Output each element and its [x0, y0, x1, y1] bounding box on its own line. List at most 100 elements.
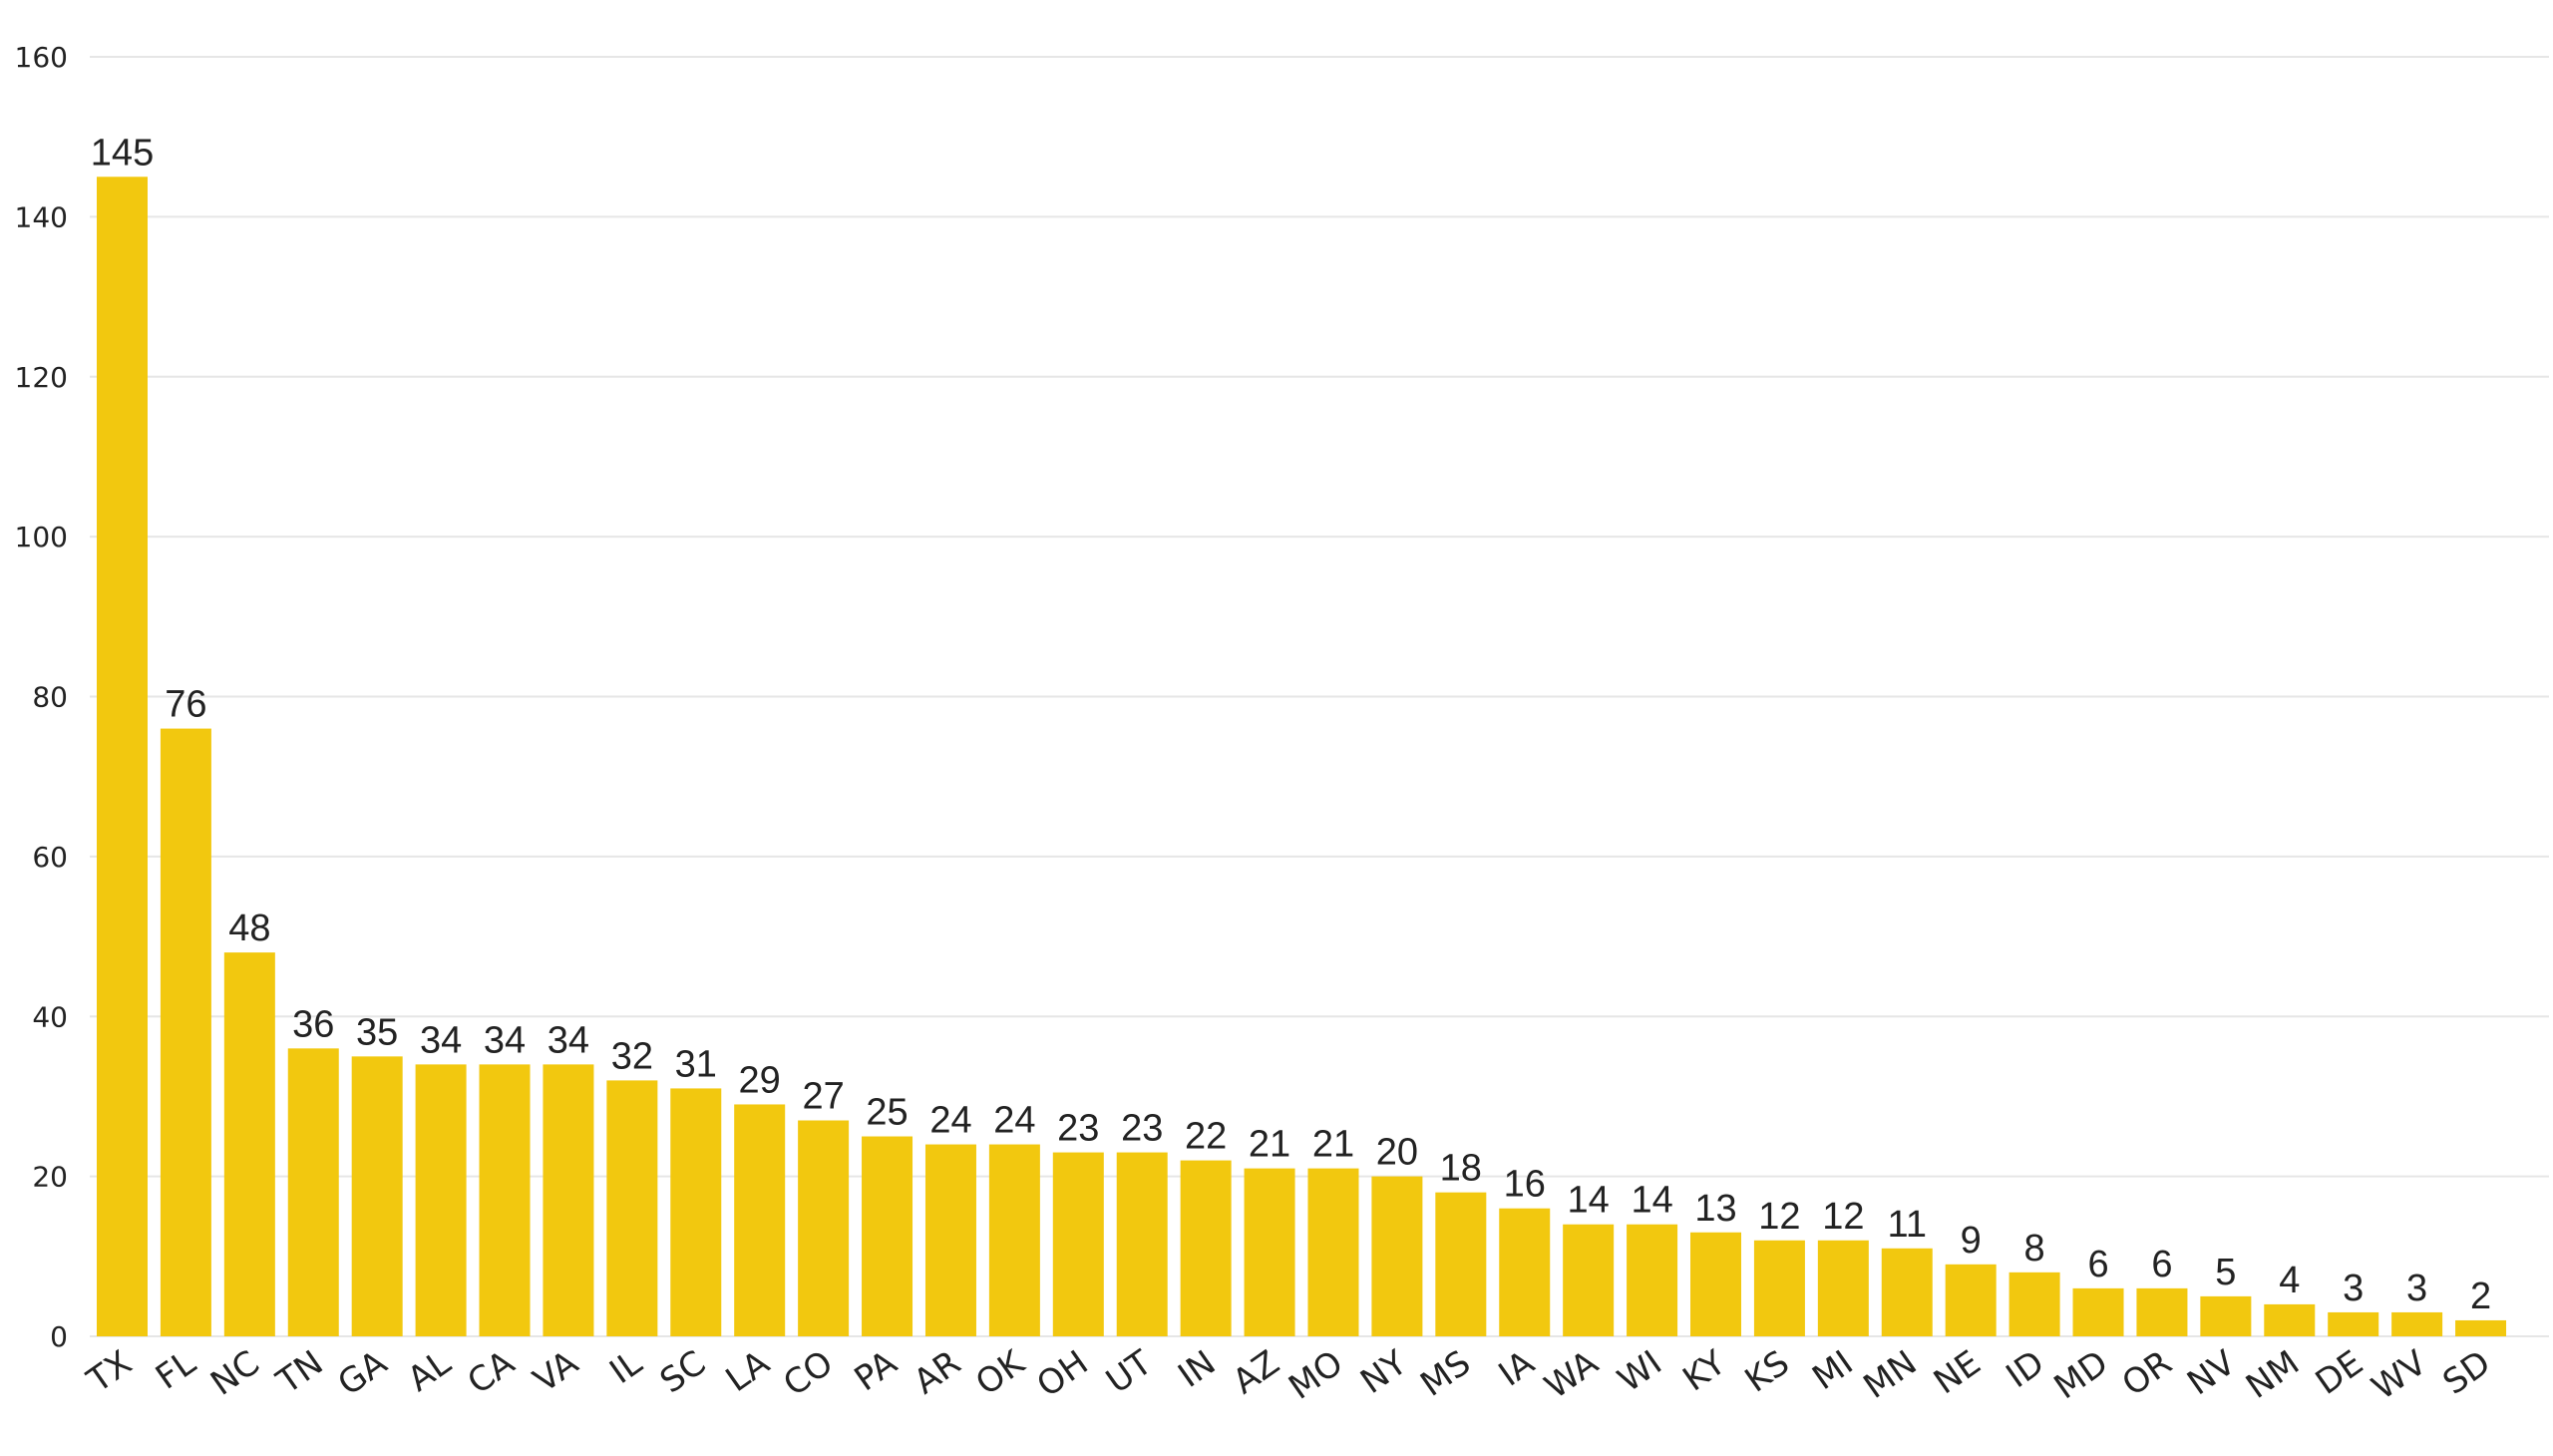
bar-in [1180, 1160, 1232, 1336]
data-label: 27 [802, 1075, 844, 1117]
data-label: 12 [1822, 1196, 1864, 1238]
bar-nm [2264, 1303, 2316, 1336]
x-tick-label: NE [1927, 1343, 1988, 1403]
x-tick-label: DE [2309, 1343, 2371, 1403]
x-tick-label: IA [1492, 1343, 1542, 1395]
bar-pa [862, 1136, 913, 1336]
x-tick-label: VA [527, 1343, 585, 1401]
y-tick-label: 60 [32, 841, 68, 874]
x-tick-label: GA [331, 1343, 395, 1404]
y-tick-label: 160 [15, 41, 68, 74]
y-tick-label: 80 [32, 681, 68, 714]
y-axis-ticks: 0 20 40 60 80 100 120 140 160 [15, 41, 68, 1353]
bar-sc [670, 1088, 722, 1336]
bar-mo [1307, 1168, 1359, 1336]
bar-ia [1499, 1208, 1551, 1336]
x-tick-label: IL [602, 1343, 649, 1392]
x-tick-label: PA [848, 1343, 905, 1400]
data-label: 32 [611, 1035, 653, 1077]
bar-or [2136, 1287, 2188, 1336]
bar-mi [1817, 1240, 1869, 1336]
x-tick-label: AL [401, 1343, 459, 1400]
data-label: 48 [228, 908, 270, 949]
y-tick-label: 120 [15, 361, 68, 394]
data-label: 21 [1249, 1124, 1290, 1166]
bar-wv [2391, 1311, 2443, 1336]
y-tick-label: 40 [32, 1000, 68, 1033]
bar-va [543, 1064, 594, 1336]
x-tick-label: WA [1538, 1343, 1606, 1407]
bar-ut [1116, 1152, 1168, 1336]
bar-ca [479, 1064, 531, 1336]
data-label: 9 [1961, 1220, 1982, 1262]
data-label: 5 [2215, 1252, 2236, 1293]
bar-ok [988, 1144, 1040, 1336]
data-label: 25 [866, 1092, 908, 1134]
data-label: 18 [1440, 1148, 1482, 1190]
data-label: 29 [739, 1059, 781, 1101]
x-tick-label: CA [461, 1343, 522, 1403]
x-tick-label: KS [1738, 1343, 1797, 1401]
data-label: 76 [165, 684, 206, 726]
data-label: 13 [1694, 1188, 1736, 1230]
data-label: 4 [2279, 1260, 2300, 1301]
data-label: 8 [2024, 1228, 2045, 1270]
bar-az [1244, 1168, 1295, 1336]
data-label: 16 [1504, 1164, 1546, 1206]
bar-ky [1690, 1232, 1741, 1336]
data-label: 31 [675, 1043, 717, 1085]
data-label: 14 [1631, 1180, 1672, 1222]
bar-de [2328, 1311, 2379, 1336]
x-tick-label: AZ [1226, 1343, 1286, 1402]
bar-wi [1627, 1224, 1678, 1336]
data-label: 23 [1057, 1108, 1099, 1150]
bar-wa [1563, 1224, 1615, 1336]
x-tick-label: NC [203, 1343, 266, 1404]
bar-id [2008, 1272, 2060, 1336]
y-tick-label: 20 [32, 1161, 68, 1194]
bar-mn [1881, 1248, 1933, 1336]
data-label: 14 [1568, 1180, 1610, 1222]
x-tick-label: IN [1171, 1343, 1223, 1396]
y-tick-label: 100 [15, 521, 68, 553]
x-tick-label: UT [1099, 1342, 1160, 1401]
bar-ne [1945, 1264, 1997, 1336]
data-label: 23 [1121, 1108, 1163, 1150]
x-tick-label: MD [2047, 1343, 2115, 1408]
x-tick-label: MI [1805, 1343, 1860, 1398]
bar-co [798, 1120, 850, 1336]
bar-md [2072, 1287, 2124, 1336]
y-tick-label: 140 [15, 200, 68, 233]
x-tick-label: MO [1281, 1343, 1350, 1408]
x-tick-label: LA [719, 1343, 777, 1400]
x-tick-label: AR [907, 1343, 967, 1403]
x-tick-label: WI [1611, 1343, 1669, 1401]
bar-ks [1753, 1240, 1805, 1336]
data-label: 6 [2087, 1244, 2108, 1285]
bar-sd [2455, 1319, 2507, 1336]
data-label: 21 [1312, 1124, 1354, 1166]
x-tick-label: KY [1675, 1342, 1732, 1399]
bar-tn [287, 1048, 339, 1336]
data-label: 2 [2470, 1275, 2491, 1317]
data-label: 20 [1376, 1132, 1418, 1174]
data-label: 145 [91, 132, 154, 174]
data-label: 35 [356, 1011, 398, 1053]
data-label: 22 [1185, 1116, 1227, 1158]
bar-la [734, 1104, 786, 1336]
x-tick-label: MN [1857, 1343, 1925, 1407]
x-tick-label: ID [2000, 1343, 2052, 1397]
data-label: 36 [292, 1003, 334, 1045]
x-tick-label: FL [149, 1343, 203, 1398]
x-tick-label: MS [1413, 1343, 1478, 1405]
x-tick-label: NM [2239, 1343, 2307, 1407]
bar-nv [2200, 1295, 2252, 1336]
x-tick-label: SD [2436, 1343, 2498, 1403]
bar-al [415, 1064, 467, 1336]
bar-il [606, 1080, 658, 1336]
x-tick-label: WV [2365, 1343, 2434, 1408]
x-tick-label: OH [1030, 1343, 1096, 1406]
